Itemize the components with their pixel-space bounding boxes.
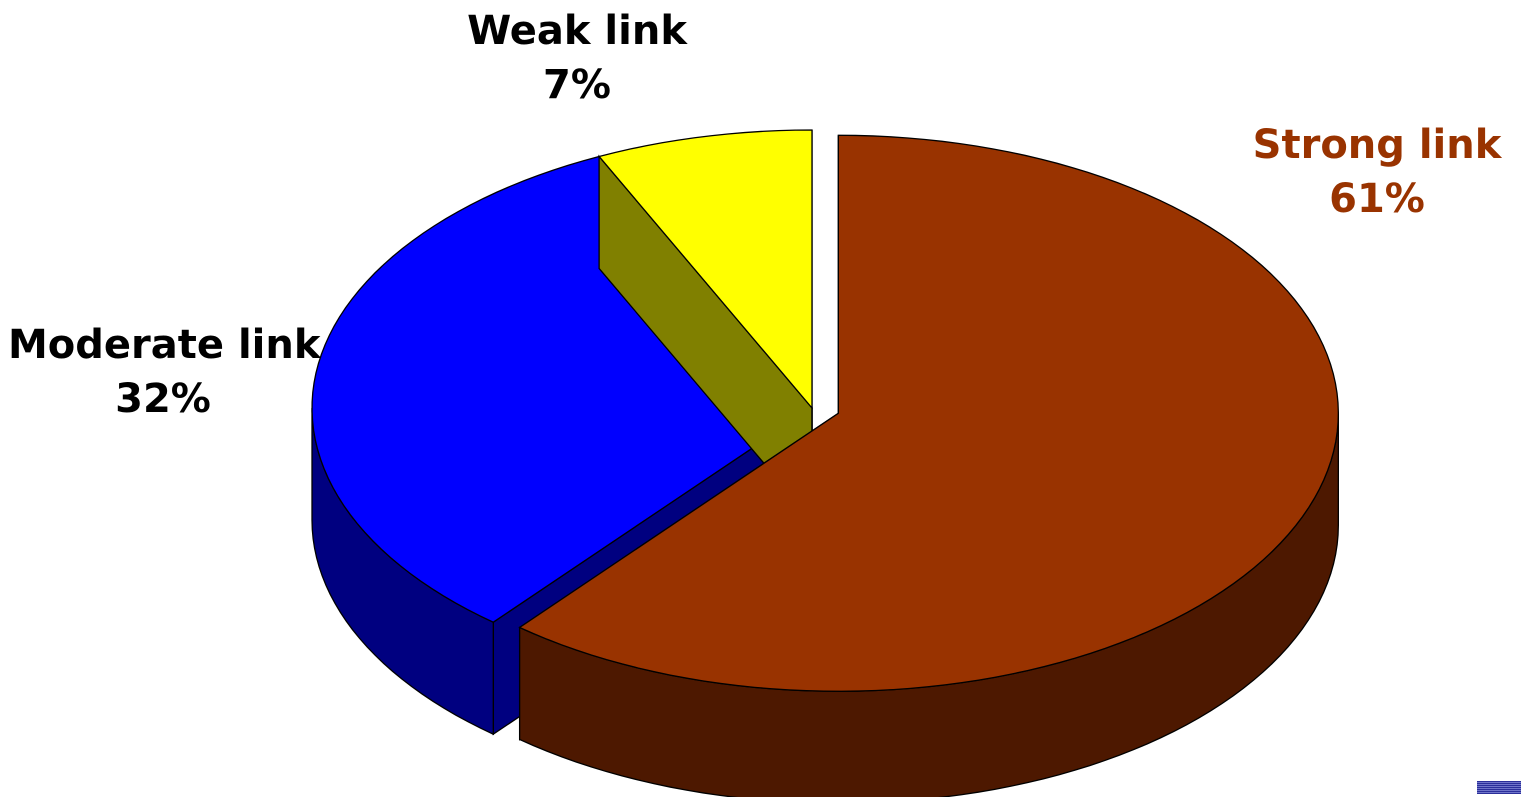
label-moderate-link-name: Moderate link	[8, 322, 321, 368]
label-weak-link-percent: 7%	[543, 62, 611, 108]
label-strong-link: Strong link 61%	[1222, 118, 1530, 226]
label-weak-link-name: Weak link	[467, 8, 687, 54]
label-weak-link: Weak link 7%	[462, 4, 692, 112]
label-moderate-link: Moderate link 32%	[8, 318, 321, 426]
label-strong-link-percent: 61%	[1329, 176, 1425, 222]
slice-weak-link-top	[597, 129, 813, 410]
label-strong-link-name: Strong link	[1252, 122, 1502, 168]
corner-decoration	[1477, 781, 1521, 794]
label-moderate-link-percent: 32%	[115, 376, 211, 422]
slice-strong-link-top	[518, 134, 1339, 692]
